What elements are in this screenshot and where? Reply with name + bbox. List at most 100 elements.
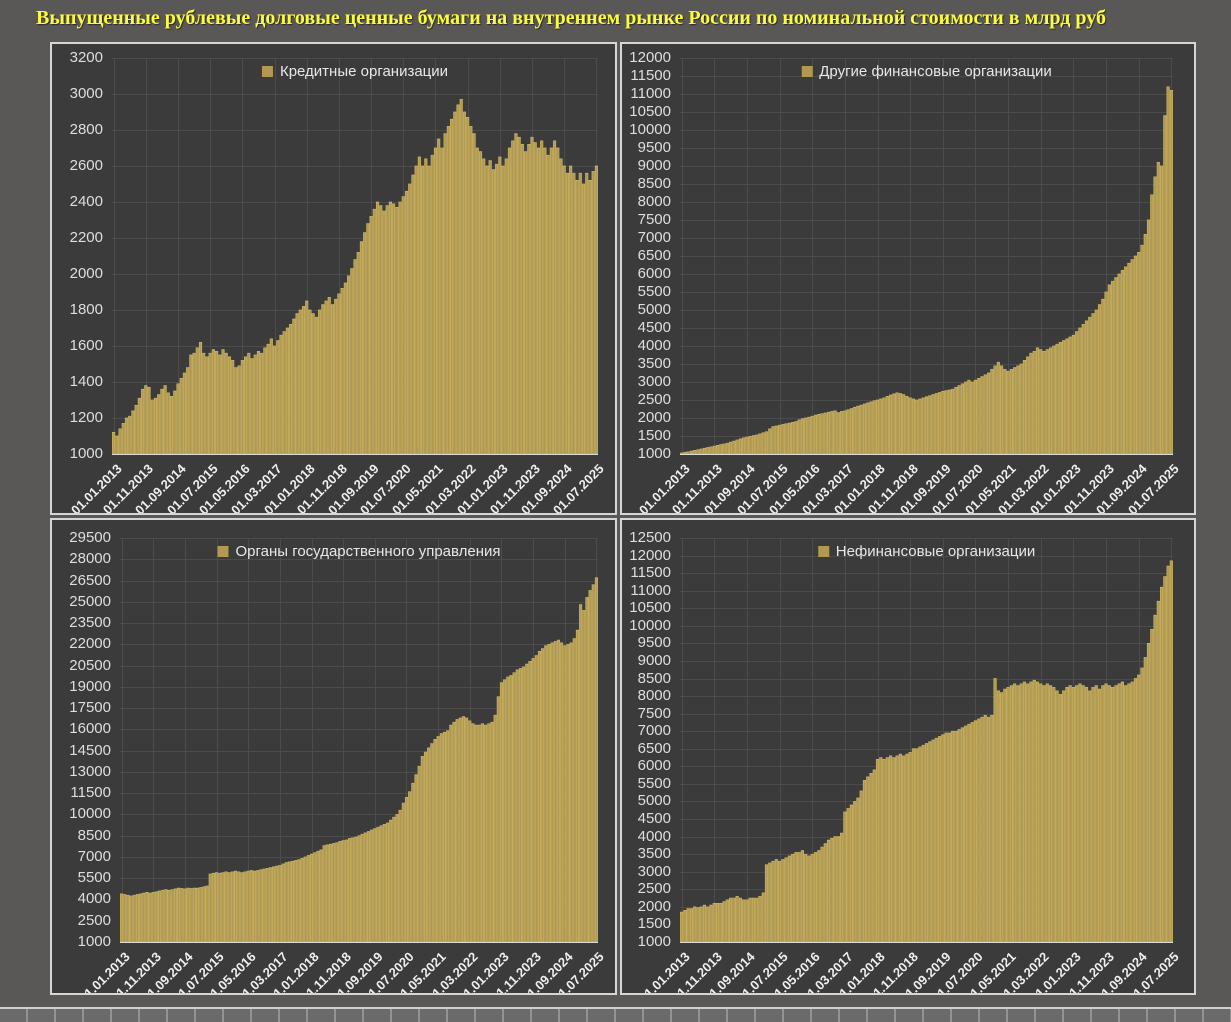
bar bbox=[149, 893, 151, 942]
bar bbox=[576, 630, 578, 942]
bar bbox=[170, 396, 172, 454]
y-tick-label: 10500 bbox=[629, 103, 671, 120]
h-gridline bbox=[680, 346, 1173, 347]
bar bbox=[344, 283, 346, 454]
bar bbox=[212, 873, 214, 942]
bar bbox=[899, 754, 901, 942]
bar bbox=[380, 826, 382, 942]
bar bbox=[325, 301, 327, 454]
bar bbox=[190, 355, 192, 454]
bar bbox=[518, 137, 520, 454]
bar bbox=[351, 269, 353, 454]
bar bbox=[1053, 687, 1055, 942]
y-tick-label: 10500 bbox=[629, 599, 671, 616]
h-gridline bbox=[680, 364, 1173, 365]
bar bbox=[516, 670, 518, 942]
bar bbox=[791, 422, 793, 454]
bar bbox=[155, 892, 157, 942]
bar bbox=[765, 432, 767, 454]
y-tick-label: 12500 bbox=[629, 529, 671, 546]
h-gridline bbox=[680, 608, 1173, 609]
bar bbox=[412, 175, 414, 454]
y-tick-label: 8000 bbox=[637, 193, 671, 210]
bar bbox=[267, 344, 269, 454]
y-tick-label: 1000 bbox=[637, 445, 671, 462]
bar bbox=[177, 384, 179, 454]
y-tick-label: 2500 bbox=[77, 912, 111, 929]
bar bbox=[680, 453, 682, 454]
bar bbox=[1154, 615, 1156, 942]
bar bbox=[135, 405, 137, 454]
y-tick-label: 1200 bbox=[69, 409, 103, 426]
bar bbox=[824, 413, 826, 454]
bar bbox=[158, 891, 160, 942]
y-tick-label: 4000 bbox=[77, 890, 111, 907]
h-gridline bbox=[680, 556, 1173, 557]
bar bbox=[824, 844, 826, 942]
bar bbox=[896, 393, 898, 454]
bar bbox=[1098, 305, 1100, 454]
bar bbox=[222, 873, 224, 942]
bar bbox=[1128, 684, 1130, 942]
bar bbox=[991, 715, 993, 942]
cropped-next-row-strip bbox=[0, 1007, 1231, 1022]
bar bbox=[837, 413, 839, 454]
bar bbox=[540, 141, 542, 454]
bar bbox=[206, 357, 208, 454]
bar bbox=[450, 725, 452, 942]
bar bbox=[313, 853, 315, 942]
bar bbox=[834, 411, 836, 454]
bar bbox=[945, 391, 947, 454]
y-tick-label: 2600 bbox=[69, 157, 103, 174]
bar bbox=[909, 398, 911, 454]
bar bbox=[785, 424, 787, 454]
v-gridline bbox=[747, 538, 748, 942]
bar bbox=[1092, 687, 1094, 942]
bar bbox=[1137, 252, 1139, 454]
bar bbox=[1121, 270, 1123, 454]
bar bbox=[492, 170, 494, 454]
bar bbox=[441, 148, 443, 454]
bar bbox=[919, 399, 921, 454]
bar bbox=[690, 909, 692, 942]
bar bbox=[507, 677, 509, 942]
bar bbox=[161, 389, 163, 454]
bar bbox=[831, 838, 833, 942]
bar bbox=[231, 872, 233, 942]
bar bbox=[203, 353, 205, 454]
bar bbox=[127, 895, 129, 942]
y-tick-label: 5500 bbox=[637, 775, 671, 792]
bar bbox=[154, 398, 156, 454]
bar bbox=[209, 874, 211, 942]
y-tick-label: 5000 bbox=[637, 792, 671, 809]
bar bbox=[866, 777, 868, 942]
bar bbox=[402, 197, 404, 454]
bar bbox=[1062, 341, 1064, 454]
bar bbox=[795, 852, 797, 942]
bar bbox=[302, 306, 304, 454]
v-gridline bbox=[146, 58, 147, 454]
bar bbox=[466, 117, 468, 454]
bar bbox=[473, 134, 475, 454]
bar bbox=[1151, 629, 1153, 942]
bar bbox=[693, 907, 695, 942]
bar bbox=[912, 399, 914, 454]
bar bbox=[499, 157, 501, 454]
bar bbox=[1118, 274, 1120, 454]
bar bbox=[1134, 679, 1136, 942]
series-marker-icon bbox=[261, 66, 273, 77]
y-tick-label: 3000 bbox=[69, 85, 103, 102]
page-title: Выпущенные рублевые долговые ценные бума… bbox=[36, 7, 1106, 29]
y-tick-label: 10000 bbox=[629, 617, 671, 634]
v-gridline bbox=[714, 538, 715, 942]
bar bbox=[355, 837, 357, 942]
bar bbox=[935, 394, 937, 454]
bar bbox=[782, 424, 784, 454]
y-tick-label: 1500 bbox=[637, 915, 671, 932]
bar bbox=[500, 683, 502, 942]
bar bbox=[1023, 682, 1025, 942]
bar bbox=[238, 366, 240, 454]
v-gridline bbox=[242, 58, 243, 454]
h-gridline bbox=[680, 220, 1173, 221]
bar bbox=[716, 445, 718, 454]
